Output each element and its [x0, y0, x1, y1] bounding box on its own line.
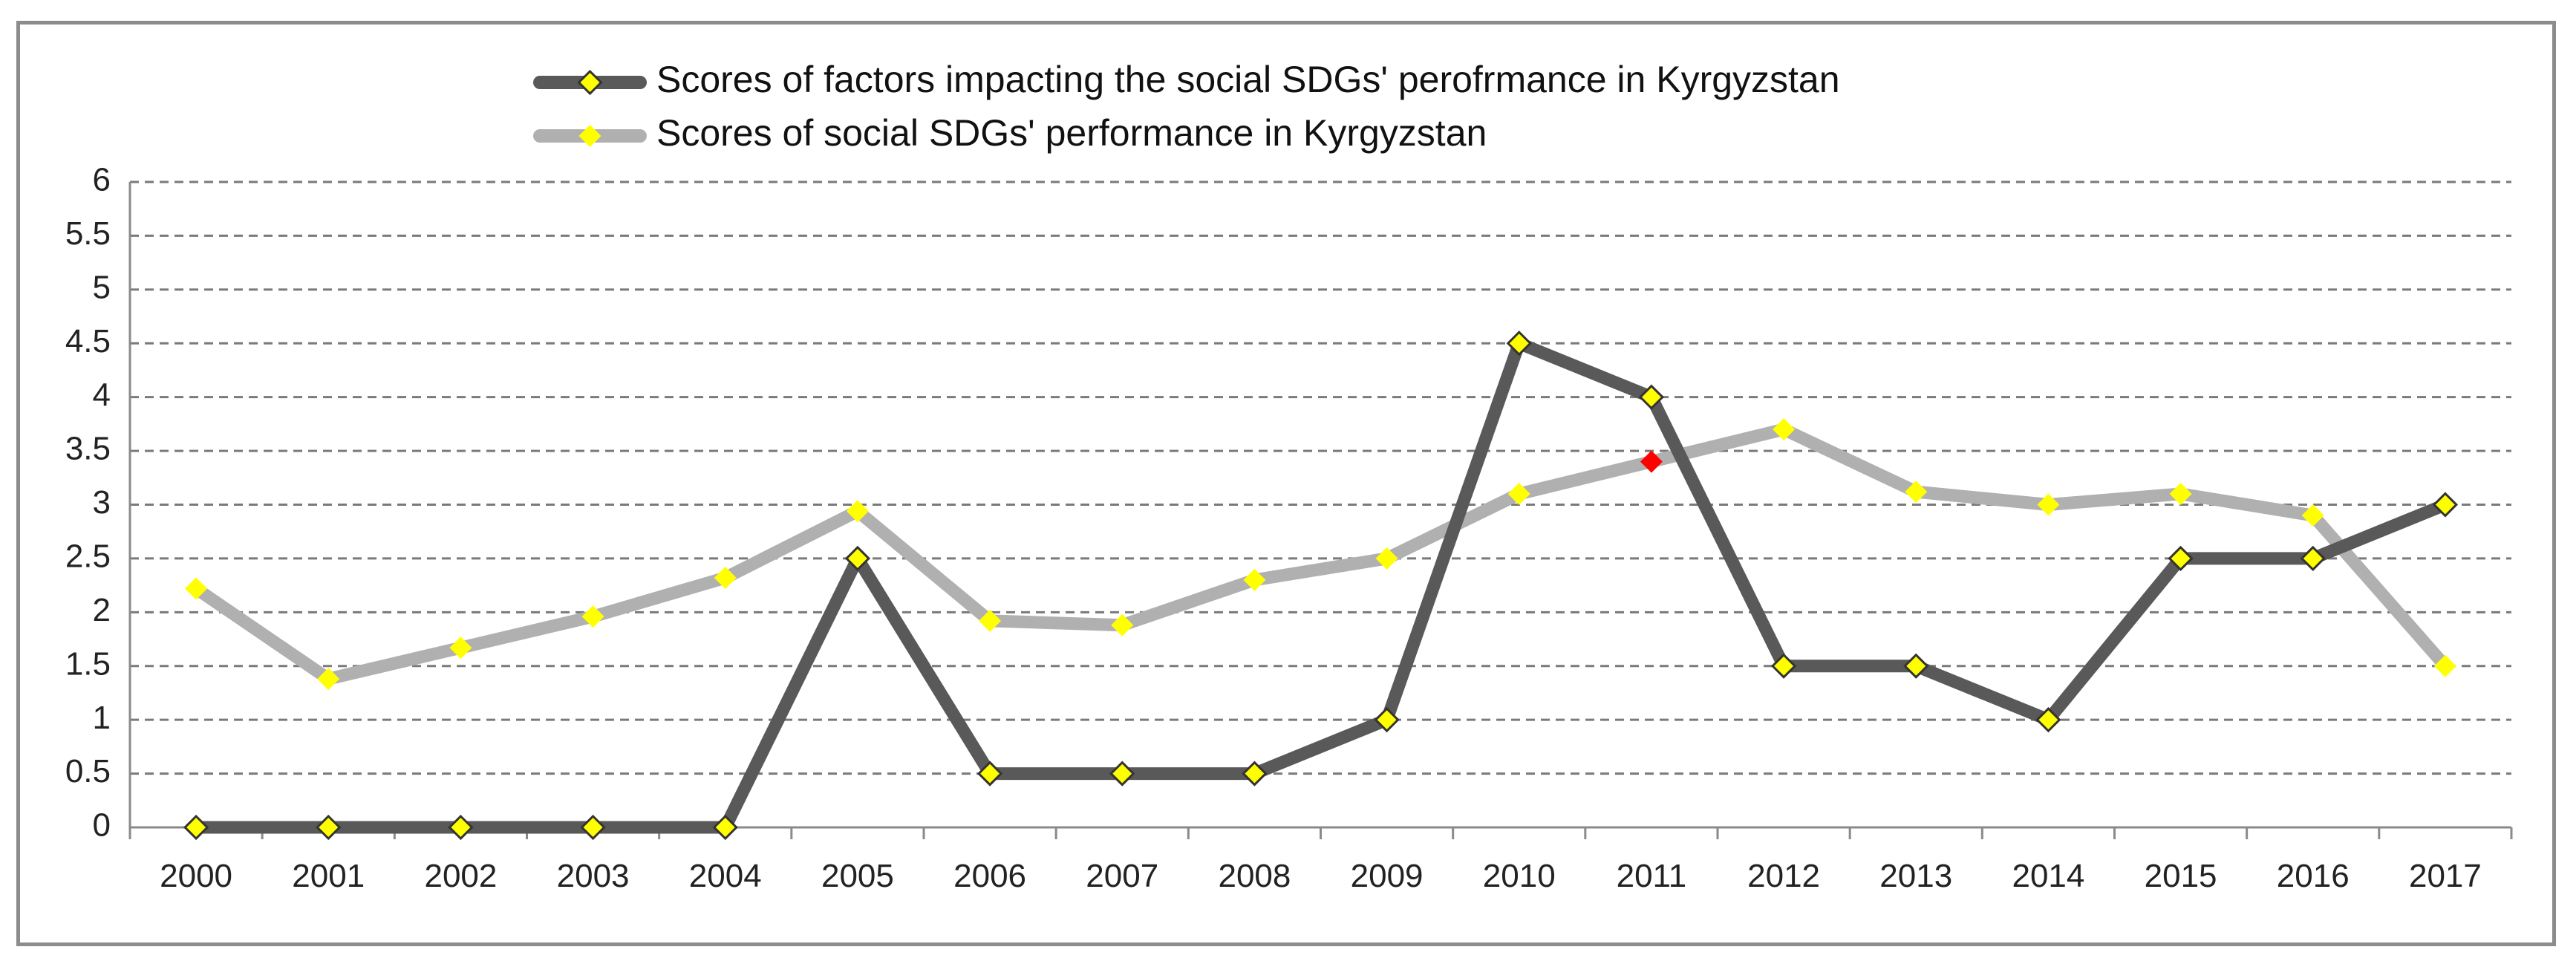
y-tick-label: 5.5: [65, 215, 111, 252]
series-line-performance: [189, 423, 2452, 686]
data-point-performance: [1243, 568, 1266, 591]
data-point-factors: [1638, 384, 1665, 410]
data-point-factors: [1242, 761, 1268, 787]
x-tick-label: 2009: [1351, 858, 1424, 894]
legend-label: Scores of factors impacting the social S…: [656, 59, 1840, 100]
data-point-factors: [580, 814, 606, 841]
y-tick-label: 2: [93, 592, 111, 628]
series-markers: [183, 331, 2459, 841]
y-tick-label: 0: [93, 807, 111, 844]
data-point-performance: [449, 636, 472, 660]
data-point-factors: [183, 814, 209, 841]
data-point-performance: [581, 605, 604, 628]
data-point-factors: [448, 814, 474, 841]
legend-swatch-marker: [577, 69, 603, 96]
y-tick-label: 2.5: [65, 538, 111, 575]
x-tick-label: 2011: [1617, 858, 1687, 894]
x-tick-label: 2012: [1747, 858, 1820, 894]
data-point-performance: [714, 566, 737, 589]
data-point-factors: [1770, 653, 1797, 679]
data-point-performance: [317, 668, 340, 691]
data-point-factors: [2035, 707, 2061, 733]
x-tick-label: 2004: [689, 858, 762, 894]
series-line-factors: [189, 336, 2452, 834]
data-point-factors: [844, 545, 871, 572]
y-tick-label: 3.5: [65, 431, 111, 467]
data-point-factors: [712, 814, 738, 841]
chart-frame: 0 0.5 1 1.5 2 2.5 3 3.5 4 4.5 5 5.5 6 2000 2001 2002 200…: [16, 21, 2556, 946]
x-tick-label: 2015: [2145, 858, 2217, 894]
x-tick-label: 2007: [1086, 858, 1158, 894]
x-tick-label: 2002: [424, 858, 497, 894]
data-point-factors: [2168, 545, 2194, 572]
data-point-factors: [976, 761, 1003, 787]
x-tick-label: 2010: [1483, 858, 1556, 894]
y-tick-label: 4.5: [65, 323, 111, 359]
data-point-performance: [846, 500, 869, 523]
data-point-performance: [1773, 418, 1796, 441]
data-point-performance: [1640, 450, 1663, 473]
data-point-factors: [2432, 492, 2459, 518]
legend: Scores of factors impacting the social S…: [533, 59, 1840, 154]
data-point-performance: [1111, 613, 1134, 636]
data-point-performance: [2169, 483, 2192, 506]
y-tick-label: 6: [93, 162, 111, 198]
x-tick-label: 2006: [953, 858, 1026, 894]
legend-swatch-marker: [578, 125, 601, 147]
y-tick-label: 4: [93, 377, 111, 413]
y-tick-label: 5: [93, 269, 111, 305]
x-tick-label: 2017: [2409, 858, 2482, 894]
data-point-performance: [2037, 493, 2060, 516]
x-tick-label: 2005: [821, 858, 894, 894]
gridlines: [130, 180, 2511, 775]
legend-label: Scores of social SDGs' performance in Ky…: [656, 112, 1487, 154]
y-tick-label: 1.5: [65, 645, 111, 682]
x-tick-label: 2001: [292, 858, 365, 894]
series-lines: [189, 336, 2452, 834]
x-tick-label: 2014: [2012, 858, 2084, 894]
data-point-factors: [2300, 545, 2326, 572]
data-point-factors: [1506, 331, 1532, 356]
axes: 0 0.5 1 1.5 2 2.5 3 3.5 4 4.5 5 5.5 6 2000 2001 2002 200…: [65, 162, 2513, 894]
data-point-factors: [1109, 761, 1135, 787]
x-tick-label: 2013: [1879, 858, 1952, 894]
data-point-factors: [1374, 707, 1400, 733]
data-point-performance: [1905, 481, 1928, 504]
line-chart: 0 0.5 1 1.5 2 2.5 3 3.5 4 4.5 5 5.5 6 2000 2001 2002 200…: [65, 59, 2513, 894]
x-tick-label: 2000: [160, 858, 232, 894]
x-tick-label: 2016: [2277, 858, 2350, 894]
data-point-performance: [2433, 654, 2456, 677]
y-tick-label: 0.5: [65, 753, 111, 789]
data-point-performance: [2301, 504, 2324, 527]
data-point-performance: [1375, 547, 1398, 570]
x-tick-label: 2003: [557, 858, 630, 894]
data-point-performance: [1507, 483, 1530, 506]
data-point-factors: [1903, 653, 1929, 679]
data-point-factors: [316, 814, 342, 841]
y-tick-label: 1: [93, 700, 111, 736]
data-point-performance: [979, 609, 1002, 632]
x-tick-label: 2008: [1218, 858, 1291, 894]
y-tick-label: 3: [93, 484, 111, 521]
